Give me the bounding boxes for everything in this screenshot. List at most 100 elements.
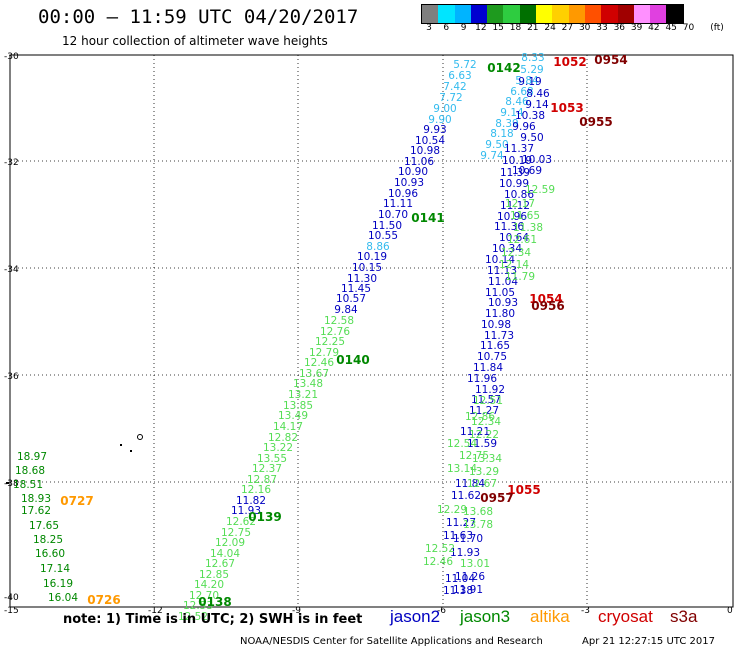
graticule: [10, 55, 733, 607]
swh-value: 12.34: [501, 247, 531, 259]
scale-tick-label: 33: [596, 23, 608, 33]
swh-value: 6.63: [448, 70, 471, 82]
scale-tick-label: 42: [648, 23, 660, 33]
swh-value: 11.45: [341, 283, 371, 295]
swh-value: 12.25: [315, 336, 345, 348]
swh-value: 10.14: [485, 254, 515, 266]
swh-value: 5.84: [515, 75, 539, 87]
swh-value: 10.90: [398, 166, 428, 178]
swh-value: 10.86: [504, 189, 534, 201]
latitude-label: -36: [4, 372, 19, 382]
legend-altika: altika: [530, 607, 570, 626]
swh-value: 11.27: [446, 517, 476, 529]
swh-value: 11.63: [443, 530, 473, 542]
swh-value: 13.67: [299, 368, 329, 380]
scale-swatch: [503, 5, 520, 23]
swh-value: 11.82: [236, 495, 266, 507]
swh-value: 11.84: [473, 362, 503, 374]
scale-tick-label: 45: [665, 23, 677, 33]
swh-value: 11.57: [471, 394, 501, 406]
swh-value: 14.20: [194, 579, 224, 591]
map-title: 00:00 – 11:59 UTC 04/20/2017: [38, 6, 359, 28]
latitude-label: -30: [4, 52, 19, 62]
swh-value: 8.18: [490, 128, 513, 140]
map-frame: [9, 54, 734, 608]
pass-time-label: 0957: [480, 491, 513, 505]
swh-value: 11.26: [455, 571, 485, 583]
scale-swatch: [438, 5, 455, 23]
swh-value: 10.64: [499, 232, 529, 244]
swh-value: 18.97: [17, 451, 47, 463]
scale-tick-label: 27: [561, 23, 574, 33]
longitude-label: 0: [727, 606, 733, 616]
swh-value: 10.57: [336, 293, 366, 305]
swh-value: 11.79: [505, 271, 535, 283]
scale-swatch: [666, 5, 683, 23]
swh-value: 6.68: [510, 86, 533, 98]
swh-value: 8.86: [366, 241, 390, 253]
swh-value: 10.15: [352, 262, 382, 274]
swh-value: 18.68: [15, 465, 45, 477]
scale-tick-label: 36: [613, 23, 626, 33]
swh-value: 11.04: [445, 573, 475, 585]
swh-value: 11.62: [451, 490, 481, 502]
swh-value: 12.54: [447, 438, 477, 450]
scale-swatch: [454, 5, 471, 23]
scale-swatch: [584, 5, 602, 23]
swh-value: 11.93: [450, 547, 480, 559]
swh-value: 12.82: [268, 432, 298, 444]
swh-value: 12.22: [469, 429, 499, 441]
scale-swatch: [633, 5, 651, 23]
swh-value: 9.19: [518, 76, 541, 88]
swh-value: 10.54: [415, 135, 445, 147]
longitude-label: -9: [292, 606, 301, 616]
swh-value: 11.06: [404, 156, 434, 168]
swh-value: 12.34: [471, 416, 501, 428]
swh-value: 11.11: [383, 198, 413, 210]
scale-tick-label: 70: [682, 23, 695, 33]
swh-value: 10.38: [515, 110, 545, 122]
scale-swatch: [568, 5, 585, 23]
swh-value: 17.14: [40, 563, 70, 575]
scale-swatch: [487, 5, 504, 23]
island-outline: [6, 434, 143, 484]
swh-value: 12.67: [205, 558, 235, 570]
swh-value: 7.72: [439, 92, 462, 104]
swh-value: 12.75: [459, 450, 489, 462]
swh-value: 12.79: [309, 347, 339, 359]
pass-time-label: 1054: [529, 292, 562, 306]
swh-value: 9.96: [512, 121, 536, 133]
swh-value: 13.01: [460, 558, 490, 570]
swh-value: 12.59: [525, 184, 555, 196]
swh-value: 8.39: [495, 118, 518, 130]
scale-unit-label: (ft): [710, 23, 724, 33]
generation-timestamp: Apr 21 12:27:15 UTC 2017: [582, 636, 715, 647]
scale-tick-label: 15: [492, 23, 504, 33]
swh-value: 11.50: [372, 220, 402, 232]
swh-value: 10.96: [388, 188, 418, 200]
swh-value: 10.98: [410, 145, 440, 157]
swh-value: 9.14: [500, 107, 524, 119]
swh-value: 10.98: [481, 319, 511, 331]
scale-swatch: [650, 5, 667, 23]
swh-value: 13.48: [293, 378, 323, 390]
legend-s3a: s3a: [670, 607, 698, 626]
swh-value: 14.04: [210, 548, 240, 560]
longitude-label: -6: [437, 606, 446, 616]
pass-time-label: 0954: [594, 53, 627, 67]
swh-value: 7.42: [443, 81, 466, 93]
pass-time-label: 1052: [553, 55, 586, 69]
swh-value: 11.96: [467, 373, 497, 385]
pass-time-label: 0140: [336, 353, 369, 367]
swh-value: 11.05: [485, 287, 515, 299]
scale-tick-label: 12: [475, 23, 487, 33]
swh-tracks: 5.726.637.427.729.009.909.9310.5410.9811…: [13, 52, 555, 623]
swh-value: 10.93: [488, 297, 518, 309]
scale-swatch: [422, 5, 439, 23]
swh-value: 13.68: [463, 506, 493, 518]
swh-value: 11.73: [484, 330, 514, 342]
scale-swatch: [519, 5, 537, 23]
swh-value: 8.46: [526, 88, 550, 100]
swh-value: 11.21: [460, 426, 490, 438]
